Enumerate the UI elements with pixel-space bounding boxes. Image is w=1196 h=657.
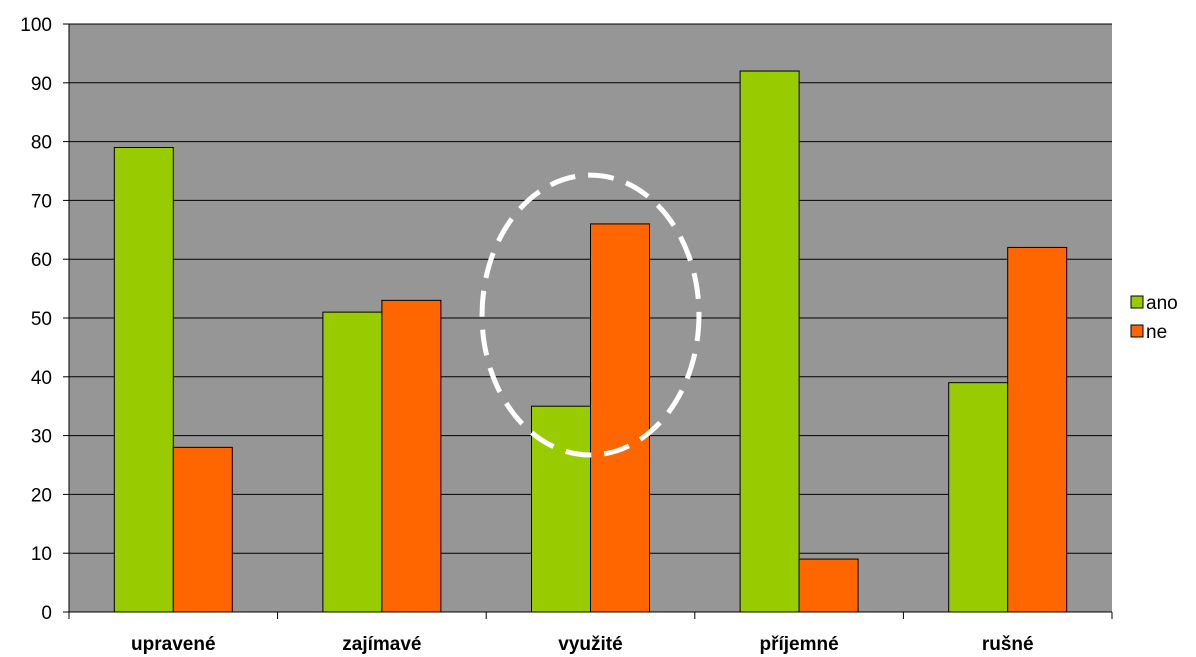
x-category-label: rušné bbox=[982, 634, 1034, 655]
y-axis-ticks: 0 10 20 30 40 50 60 70 80 90 100 bbox=[20, 15, 69, 624]
legend-swatch-ne bbox=[1130, 324, 1144, 338]
y-tick-label: 100 bbox=[20, 15, 52, 36]
bar-ne-4 bbox=[1007, 246, 1068, 613]
y-tick-label: 30 bbox=[31, 427, 52, 448]
y-tick-label: 0 bbox=[41, 603, 52, 624]
legend-swatch-ano bbox=[1130, 295, 1144, 309]
legend: ano ne bbox=[1130, 293, 1178, 343]
bar-ano-4 bbox=[948, 382, 1009, 613]
x-category-label: příjemné bbox=[759, 634, 838, 655]
annotation bbox=[479, 172, 702, 458]
y-tick-label: 10 bbox=[31, 544, 52, 565]
bar-ano-1 bbox=[322, 311, 383, 613]
y-tick-label: 50 bbox=[31, 309, 52, 330]
y-tick-label: 60 bbox=[31, 250, 52, 271]
legend-label-ne: ne bbox=[1146, 322, 1167, 343]
bar-ne-2 bbox=[590, 223, 650, 613]
x-category-label: využité bbox=[558, 634, 622, 655]
y-tick-label: 80 bbox=[31, 133, 52, 154]
bar-ne-3 bbox=[798, 558, 859, 613]
x-category-label: zajímavé bbox=[342, 634, 421, 655]
x-category-label: upravené bbox=[131, 634, 215, 655]
y-tick-label: 20 bbox=[31, 485, 52, 506]
bar-ne-0 bbox=[172, 446, 233, 613]
legend-label-ano: ano bbox=[1146, 293, 1178, 314]
y-tick-label: 40 bbox=[31, 368, 52, 389]
x-axis-categories: upravené zajímavé využité příjemné rušné bbox=[68, 612, 1113, 655]
bar-ano-3 bbox=[739, 70, 800, 613]
y-tick-label: 70 bbox=[31, 191, 52, 212]
bar-ne-1 bbox=[381, 299, 442, 613]
y-tick-label: 90 bbox=[31, 74, 52, 95]
highlight-ellipse bbox=[479, 172, 702, 458]
bar-ano-0 bbox=[113, 146, 174, 613]
